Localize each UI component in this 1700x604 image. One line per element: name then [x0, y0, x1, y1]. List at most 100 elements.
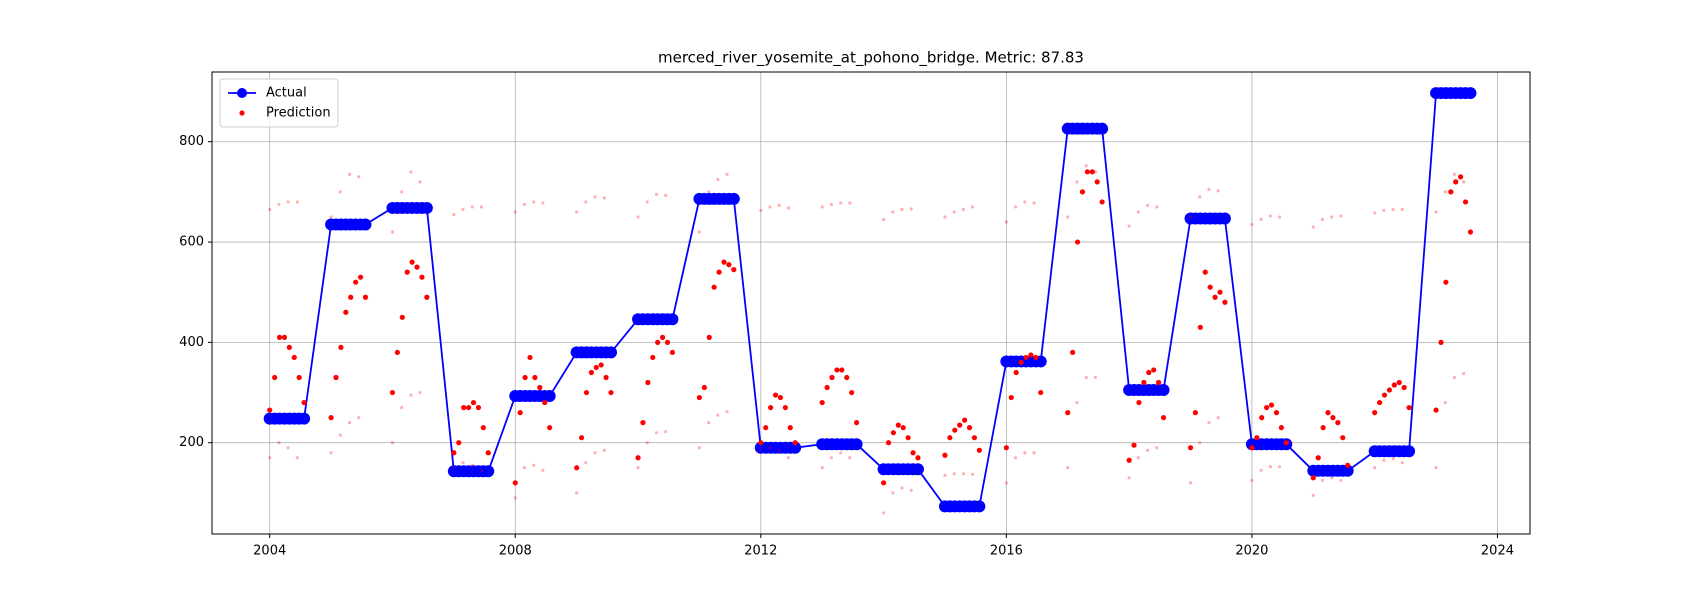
y-tick-label: 800 — [179, 134, 204, 149]
prediction-point — [1099, 199, 1105, 205]
prediction-point — [716, 413, 720, 417]
prediction-point — [1373, 466, 1377, 470]
prediction-point — [1443, 400, 1447, 405]
prediction-point — [786, 456, 791, 460]
prediction-point — [782, 404, 788, 411]
prediction-point — [390, 230, 395, 234]
prediction-point — [1084, 164, 1088, 168]
prediction-point — [541, 468, 545, 472]
prediction-point — [338, 190, 342, 194]
prediction-point — [777, 203, 781, 208]
prediction-point — [839, 201, 843, 205]
actual-point — [1341, 464, 1354, 477]
prediction-point — [267, 407, 273, 413]
prediction-point — [1310, 475, 1316, 481]
prediction-point — [1136, 399, 1142, 406]
prediction-point — [943, 215, 947, 219]
prediction-point — [542, 399, 548, 406]
prediction-point — [650, 354, 656, 361]
prediction-point — [1458, 174, 1464, 180]
prediction-point — [1372, 410, 1378, 416]
x-tick-label: 2020 — [1235, 544, 1268, 559]
prediction-point — [1339, 478, 1343, 482]
prediction-point — [1065, 410, 1071, 416]
prediction-point — [636, 215, 640, 219]
prediction-point — [348, 294, 354, 300]
prediction-point — [588, 369, 594, 376]
prediction-point — [1443, 190, 1447, 194]
prediction-point — [357, 175, 361, 179]
prediction-point — [347, 172, 352, 176]
prediction-point — [1391, 207, 1395, 212]
prediction-point — [409, 259, 415, 265]
prediction-point — [517, 410, 523, 416]
prediction-point — [296, 374, 302, 381]
prediction-point — [1452, 375, 1457, 380]
prediction-point — [286, 344, 292, 350]
prediction-point — [1145, 448, 1150, 452]
prediction-point — [461, 461, 465, 465]
prediction-point — [578, 435, 585, 441]
prediction-point — [1141, 379, 1147, 386]
prediction-point — [915, 455, 921, 461]
prediction-point — [891, 210, 895, 214]
prediction-point — [1093, 170, 1097, 174]
prediction-point — [1277, 465, 1282, 469]
prediction-point — [853, 420, 860, 426]
prediction-point — [848, 201, 852, 205]
prediction-point — [768, 205, 772, 209]
prediction-point — [277, 202, 281, 207]
prediction-point — [849, 389, 855, 396]
series — [268, 371, 1466, 515]
actual-point — [1157, 384, 1170, 397]
prediction-point — [1268, 214, 1272, 218]
prediction-point — [1018, 359, 1024, 366]
prediction-point — [655, 339, 661, 345]
prediction-point — [532, 374, 538, 381]
prediction-point — [1330, 415, 1336, 421]
prediction-point — [1216, 189, 1220, 193]
prediction-point — [1401, 384, 1407, 391]
prediction-point — [1434, 210, 1438, 214]
prediction-point — [1066, 215, 1070, 219]
plot-frame — [211, 71, 1531, 535]
prediction-point — [885, 440, 892, 446]
prediction-point — [522, 374, 528, 381]
prediction-point — [1003, 445, 1009, 451]
prediction-point — [1222, 299, 1228, 305]
series — [268, 164, 1466, 234]
legend-marker — [239, 110, 245, 116]
prediction-point — [409, 170, 413, 174]
prediction-point — [1155, 446, 1159, 450]
prediction-point — [584, 461, 588, 465]
prediction-point — [541, 201, 545, 205]
x-tick-label: 2008 — [499, 544, 532, 559]
prediction-point — [1028, 352, 1034, 358]
prediction-point — [419, 274, 425, 280]
prediction-point — [1126, 457, 1132, 463]
prediction-point — [1197, 324, 1203, 330]
prediction-point — [414, 264, 420, 270]
prediction-point — [1146, 369, 1152, 376]
prediction-point — [707, 190, 711, 194]
prediction-point — [696, 394, 703, 401]
prediction-point — [1127, 476, 1131, 480]
prediction-point — [645, 379, 651, 386]
actual-point — [666, 313, 679, 326]
prediction-point — [971, 435, 978, 441]
prediction-point — [295, 200, 299, 204]
prediction-point — [1268, 402, 1275, 408]
prediction-point — [1311, 493, 1315, 497]
prediction-point — [452, 212, 456, 217]
prediction-point — [1406, 404, 1412, 411]
prediction-point — [400, 190, 404, 194]
prediction-point — [890, 430, 897, 436]
prediction-point — [820, 466, 824, 470]
prediction-point — [1254, 435, 1260, 441]
actual-point — [789, 441, 802, 454]
prediction-point — [1032, 201, 1036, 205]
actual-point — [420, 201, 433, 214]
prediction-point — [706, 334, 712, 340]
prediction-point — [485, 450, 491, 456]
